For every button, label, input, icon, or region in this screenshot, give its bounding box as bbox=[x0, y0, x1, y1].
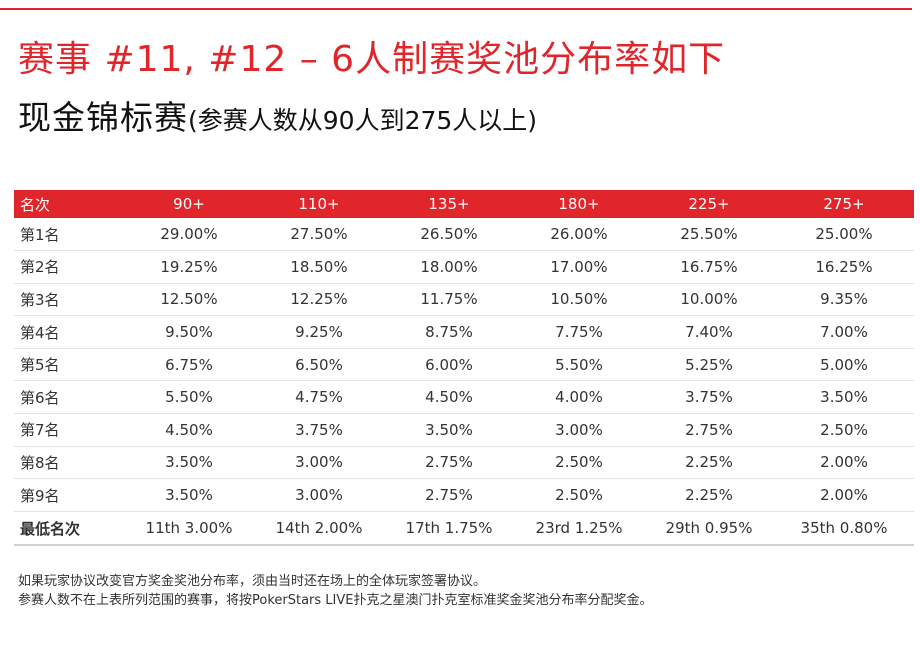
table-cell: 12.25% bbox=[290, 290, 348, 309]
header-col: 275+ bbox=[823, 195, 865, 213]
table-cell: 2.50% bbox=[820, 420, 868, 439]
footnotes: 如果玩家协议改变官方奖金奖池分布率，须由当时还在场上的全体玩家签署协议。 参赛人… bbox=[18, 572, 653, 610]
row-label: 第4名 bbox=[20, 323, 60, 342]
table-cell: 2.75% bbox=[425, 486, 473, 505]
row-label: 最低名次 bbox=[20, 519, 81, 538]
table-row: 第8名 3.50% 3.00% 2.75% 2.50% 2.25% 2.00% bbox=[14, 446, 914, 479]
table-row: 第7名 4.50% 3.75% 3.50% 3.00% 2.75% 2.50% bbox=[14, 414, 914, 447]
table-cell: 2.00% bbox=[820, 486, 868, 505]
table-cell: 11th 3.00% bbox=[145, 519, 233, 538]
table-cell: 2.25% bbox=[685, 486, 733, 505]
footnote: 如果玩家协议改变官方奖金奖池分布率，须由当时还在场上的全体玩家签署协议。 bbox=[18, 574, 487, 589]
table-cell: 3.50% bbox=[165, 453, 213, 472]
table-cell: 7.40% bbox=[685, 323, 733, 342]
top-rule bbox=[0, 8, 912, 10]
row-label: 第8名 bbox=[20, 453, 60, 472]
table-cell: 2.75% bbox=[425, 453, 473, 472]
table-cell: 7.75% bbox=[555, 323, 603, 342]
table-row: 第2名 19.25% 18.50% 18.00% 17.00% 16.75% 1… bbox=[14, 251, 914, 284]
table-cell: 10.50% bbox=[550, 290, 608, 309]
table-cell: 25.00% bbox=[815, 225, 873, 244]
table-cell: 17th 1.75% bbox=[405, 519, 493, 538]
table-cell: 2.25% bbox=[685, 453, 733, 472]
table-cell: 2.50% bbox=[555, 486, 603, 505]
table-cell: 2.50% bbox=[555, 453, 603, 472]
table-cell: 17.00% bbox=[550, 257, 608, 276]
table-cell: 3.00% bbox=[555, 420, 603, 439]
table-cell: 19.25% bbox=[160, 257, 218, 276]
table-row: 第1名 29.00% 27.50% 26.50% 26.00% 25.50% 2… bbox=[14, 218, 914, 251]
page-subtitle: 现金锦标赛(参赛人数从90人到275人以上) bbox=[18, 95, 537, 147]
table-cell: 5.50% bbox=[165, 388, 213, 407]
table-row: 第3名 12.50% 12.25% 11.75% 10.50% 10.00% 9… bbox=[14, 283, 914, 316]
table-row: 第9名 3.50% 3.00% 2.75% 2.50% 2.25% 2.00% bbox=[14, 479, 914, 512]
table-cell: 23rd 1.25% bbox=[535, 519, 623, 538]
table-header-row: 名次 90+ 110+ 135+ 180+ 225+ 275+ bbox=[14, 190, 914, 218]
table-cell: 5.25% bbox=[685, 355, 733, 374]
table-cell: 6.00% bbox=[425, 355, 473, 374]
table-cell: 14th 2.00% bbox=[275, 519, 363, 538]
min-place-row: 最低名次 11th 3.00% 14th 2.00% 17th 1.75% 23… bbox=[14, 511, 914, 546]
table-cell: 26.00% bbox=[550, 225, 608, 244]
table-cell: 3.50% bbox=[165, 486, 213, 505]
table-cell: 3.50% bbox=[820, 388, 868, 407]
table-cell: 9.50% bbox=[165, 323, 213, 342]
table-cell: 4.50% bbox=[425, 388, 473, 407]
table-row: 第5名 6.75% 6.50% 6.00% 5.50% 5.25% 5.00% bbox=[14, 348, 914, 381]
table-cell: 9.35% bbox=[820, 290, 868, 309]
table-cell: 4.75% bbox=[295, 388, 343, 407]
table-cell: 5.00% bbox=[820, 355, 868, 374]
subtitle-note: (参赛人数从90人到275人以上) bbox=[188, 106, 538, 135]
table-cell: 3.00% bbox=[295, 486, 343, 505]
table-cell: 16.75% bbox=[680, 257, 738, 276]
table-cell: 3.75% bbox=[685, 388, 733, 407]
table-cell: 29.00% bbox=[160, 225, 218, 244]
table-cell: 6.50% bbox=[295, 355, 343, 374]
table-cell: 16.25% bbox=[815, 257, 873, 276]
table-cell: 18.50% bbox=[290, 257, 348, 276]
table-cell: 11.75% bbox=[420, 290, 478, 309]
table-cell: 3.75% bbox=[295, 420, 343, 439]
header-col: 225+ bbox=[688, 195, 730, 213]
footnote: 参赛人数不在上表所列范围的赛事，将按PokerStars LIVE扑克之星澳门扑… bbox=[18, 593, 653, 608]
row-label: 第9名 bbox=[20, 486, 60, 505]
table-cell: 27.50% bbox=[290, 225, 348, 244]
table-cell: 2.75% bbox=[685, 420, 733, 439]
prize-distribution-table: 名次 90+ 110+ 135+ 180+ 225+ 275+ 第1名 29.0… bbox=[14, 190, 914, 546]
subtitle-main: 现金锦标赛 bbox=[18, 98, 188, 137]
table-cell: 12.50% bbox=[160, 290, 218, 309]
table-cell: 29th 0.95% bbox=[665, 519, 753, 538]
header-col: 180+ bbox=[558, 195, 600, 213]
table-cell: 2.00% bbox=[820, 453, 868, 472]
row-label: 第6名 bbox=[20, 388, 60, 407]
table-cell: 4.00% bbox=[555, 388, 603, 407]
row-label: 第2名 bbox=[20, 258, 60, 277]
table-cell: 3.50% bbox=[425, 420, 473, 439]
table-cell: 6.75% bbox=[165, 355, 213, 374]
table-cell: 18.00% bbox=[420, 257, 478, 276]
header-place: 名次 bbox=[20, 195, 51, 214]
table-cell: 10.00% bbox=[680, 290, 738, 309]
table-row: 第4名 9.50% 9.25% 8.75% 7.75% 7.40% 7.00% bbox=[14, 316, 914, 349]
table-cell: 25.50% bbox=[680, 225, 738, 244]
table-cell: 8.75% bbox=[425, 323, 473, 342]
table-cell: 9.25% bbox=[295, 323, 343, 342]
header-col: 90+ bbox=[173, 195, 205, 213]
table-cell: 26.50% bbox=[420, 225, 478, 244]
header-col: 135+ bbox=[428, 195, 470, 213]
table-cell: 35th 0.80% bbox=[800, 519, 888, 538]
row-label: 第1名 bbox=[20, 225, 60, 244]
table-row: 第6名 5.50% 4.75% 4.50% 4.00% 3.75% 3.50% bbox=[14, 381, 914, 414]
table-cell: 4.50% bbox=[165, 420, 213, 439]
row-label: 第7名 bbox=[20, 421, 60, 440]
header-col: 110+ bbox=[298, 195, 340, 213]
row-label: 第5名 bbox=[20, 356, 60, 375]
table-cell: 3.00% bbox=[295, 453, 343, 472]
row-label: 第3名 bbox=[20, 290, 60, 309]
table-cell: 5.50% bbox=[555, 355, 603, 374]
table-cell: 7.00% bbox=[820, 323, 868, 342]
page-title: 赛事 #11, #12 – 6人制赛奖池分布率如下 bbox=[18, 39, 726, 80]
